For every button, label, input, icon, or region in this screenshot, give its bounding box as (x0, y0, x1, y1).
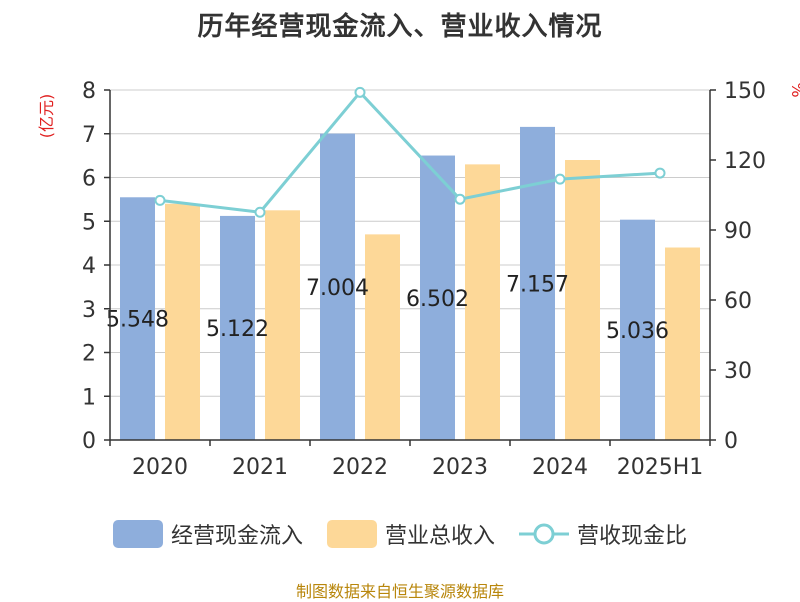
data-label-cash-inflow: 5.548 (106, 308, 169, 333)
legend-item-revenue[interactable]: 营业总收入 (326, 518, 495, 550)
ratio-point (654, 167, 666, 179)
y-right-tick-label: 150 (724, 79, 766, 104)
legend-item-ratio[interactable]: 营收现金比 (519, 518, 687, 550)
legend: 经营现金流入 营业总收入 营收现金比 (0, 514, 800, 554)
bar-revenue (165, 203, 200, 440)
y-left-tick-label: 1 (82, 385, 96, 410)
y-left-tick-label: 4 (82, 254, 96, 279)
bar-cash-inflow (120, 197, 155, 440)
legend-item-cash-inflow[interactable]: 经营现金流入 (112, 518, 303, 550)
y-right-tick-label: 0 (724, 429, 738, 454)
data-label-cash-inflow: 7.157 (506, 272, 569, 297)
data-label-cash-inflow: 5.036 (606, 319, 669, 344)
x-tick-label: 2022 (332, 455, 388, 480)
x-tick-label: 2023 (432, 455, 488, 480)
y-left-unit-label: (亿元) (37, 94, 56, 139)
ratio-line (159, 90, 661, 214)
bar-cash-inflow (620, 219, 655, 440)
x-tick-label: 2021 (232, 455, 288, 480)
x-tick-label: 2024 (532, 455, 588, 480)
ratio-point (454, 193, 466, 205)
y-right-tick-label: 60 (724, 289, 752, 314)
bar-cash-inflow (320, 133, 355, 440)
y-left-tick-label: 0 (82, 429, 96, 454)
y-left-tick-label: 7 (82, 123, 96, 148)
data-label-cash-inflow: 5.122 (206, 317, 269, 342)
y-right-tick-label: 90 (724, 219, 752, 244)
bar-revenue (665, 247, 700, 440)
bar-cash-inflow (220, 215, 255, 440)
ratio-point (154, 194, 166, 206)
bar-revenue (365, 234, 400, 440)
y-right-unit-label: % (788, 82, 800, 97)
legend-swatch-cash-inflow (112, 520, 163, 548)
y-right-tick-label: 30 (724, 359, 752, 384)
data-label-cash-inflow: 7.004 (306, 276, 369, 301)
bar-revenue (565, 160, 600, 440)
ratio-point (254, 206, 266, 218)
legend-label-ratio: 营收现金比 (577, 524, 688, 549)
legend-label-cash-inflow: 经营现金流入 (170, 524, 303, 549)
bar-revenue (465, 164, 500, 440)
legend-swatch-revenue (326, 520, 377, 548)
chart-title: 历年经营现金流入、营业收入情况 (197, 12, 603, 42)
y-left-tick-label: 5 (82, 210, 96, 235)
y-left-tick-label: 8 (82, 79, 96, 104)
y-left-tick-label: 6 (82, 167, 96, 192)
legend-line-marker-icon (519, 523, 569, 545)
ratio-point (554, 173, 566, 185)
data-source-note: 制图数据来自恒生聚源数据库 (295, 582, 504, 601)
legend-label-revenue: 营业总收入 (384, 524, 495, 549)
ratio-point (354, 86, 366, 98)
y-left-tick-label: 3 (82, 298, 96, 323)
bar-revenue (265, 210, 300, 440)
bar-cash-inflow (420, 155, 455, 440)
y-right-tick-label: 120 (724, 149, 766, 174)
y-left-tick-label: 2 (82, 342, 96, 367)
x-tick-label: 2025H1 (617, 455, 704, 480)
x-tick-label: 2020 (132, 455, 188, 480)
bar-cash-inflow (520, 126, 555, 440)
data-label-cash-inflow: 6.502 (406, 287, 469, 312)
